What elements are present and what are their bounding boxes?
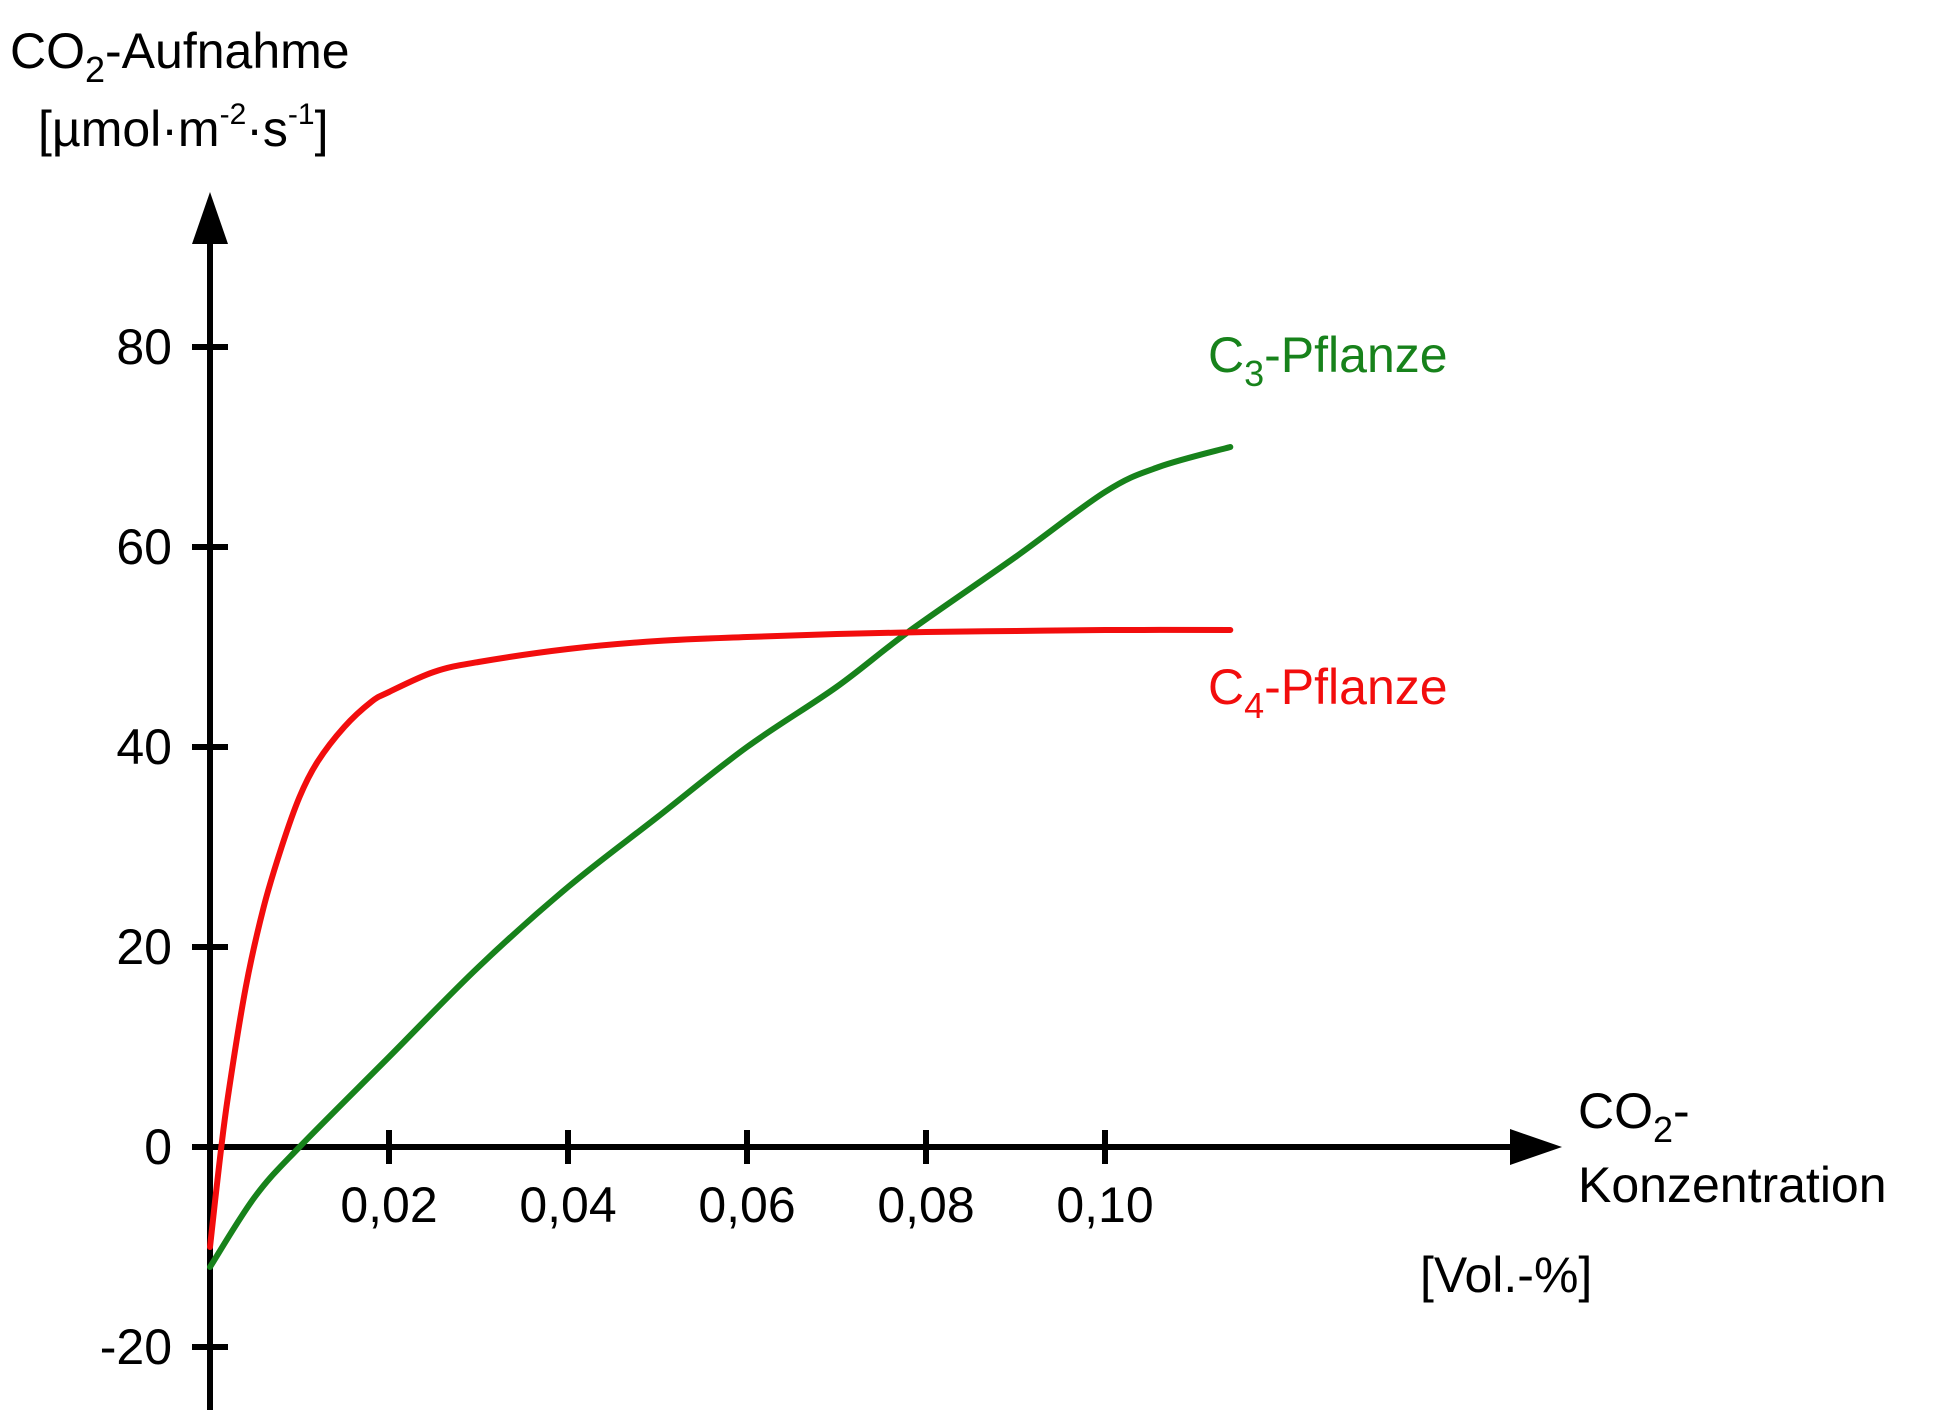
x-axis-unit-label: [Vol.-%] xyxy=(1420,1247,1592,1303)
y-tick-label: 40 xyxy=(116,719,172,775)
series-label-c4: C4-Pflanze xyxy=(1208,659,1448,726)
y-axis-arrowhead xyxy=(192,192,228,244)
y-tick-label: 0 xyxy=(144,1119,172,1175)
y-axis-label-line2: [µmol·m-2·s-1] xyxy=(38,98,329,157)
x-axis-arrowhead xyxy=(1510,1129,1562,1165)
series-label-c3: C3-Pflanze xyxy=(1208,327,1448,394)
x-tick-label: 0,04 xyxy=(519,1177,616,1233)
x-tick-label: 0,02 xyxy=(340,1177,437,1233)
y-axis-label-line1: CO2-Aufnahme xyxy=(10,23,350,90)
y-tick-label: 80 xyxy=(116,319,172,375)
series-line-c4 xyxy=(207,626,1234,1250)
series-line-c3 xyxy=(207,444,1234,1270)
x-tick-label: 0,06 xyxy=(698,1177,795,1233)
x-axis-label-line2: Konzentration xyxy=(1578,1157,1887,1213)
y-tick-label: 20 xyxy=(116,919,172,975)
x-axis-ticks: 0,02 0,04 0,06 0,08 0,10 xyxy=(340,1130,1154,1233)
x-tick-label: 0,10 xyxy=(1056,1177,1153,1233)
x-tick-label: 0,08 xyxy=(877,1177,974,1233)
y-axis-ticks: -20 0 20 40 60 80 xyxy=(100,319,228,1375)
y-tick-label: 60 xyxy=(116,519,172,575)
y-tick-label: -20 xyxy=(100,1319,172,1375)
series-group xyxy=(207,444,1234,1270)
x-axis-label-line1: CO2- xyxy=(1578,1083,1690,1150)
